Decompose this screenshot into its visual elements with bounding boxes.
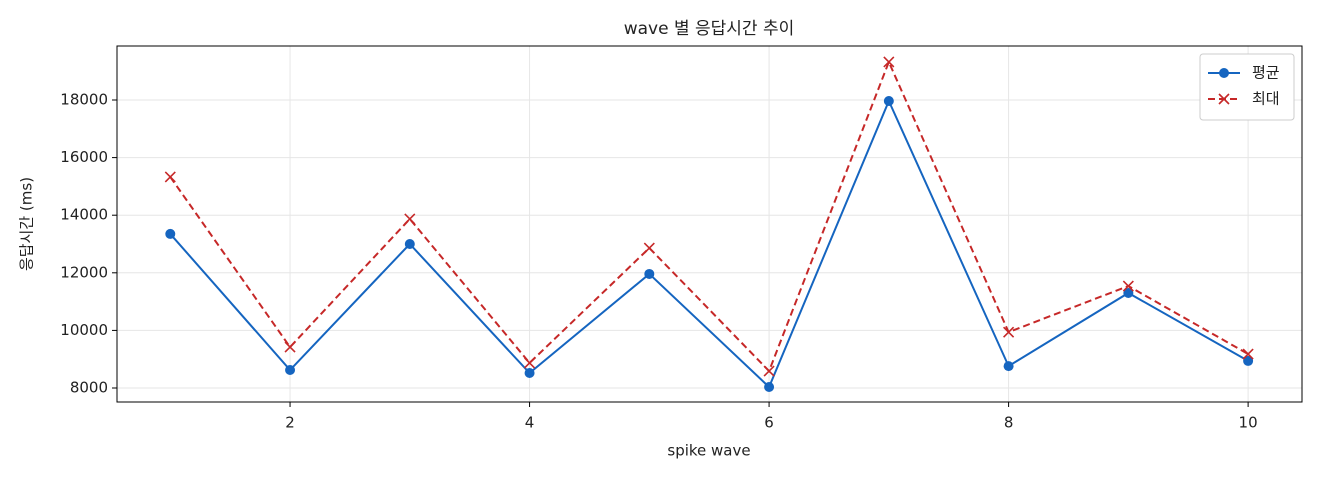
- legend-label: 평균: [1252, 64, 1280, 82]
- marker: [523, 357, 536, 369]
- marker: [1003, 361, 1014, 372]
- marker: [643, 242, 655, 254]
- marker: [1243, 355, 1254, 366]
- y-tick-label: 18000: [60, 91, 108, 109]
- series-line: [169, 59, 1249, 373]
- marker: [1003, 326, 1015, 338]
- marker: [764, 381, 775, 392]
- x-tick-label: 6: [764, 414, 774, 432]
- x-axis-label: spike wave: [667, 442, 750, 460]
- y-tick-label: 14000: [60, 206, 108, 224]
- series-line: [169, 98, 1249, 389]
- marker: [524, 368, 535, 379]
- marker: [285, 365, 296, 376]
- legend-box: [1199, 53, 1295, 121]
- legend-label: 최대: [1252, 90, 1280, 108]
- marker: [404, 213, 416, 225]
- marker: [763, 365, 775, 377]
- y-tick-label: 12000: [60, 263, 108, 281]
- plot-frame: [116, 45, 1303, 403]
- marker: [1123, 287, 1134, 298]
- x-tick-label: 4: [525, 414, 535, 432]
- legend-marker: [1219, 68, 1229, 78]
- marker: [404, 239, 415, 250]
- x-tick-label: 8: [1004, 414, 1014, 432]
- chart-title: wave 별 응답시간 추이: [624, 19, 795, 39]
- marker: [165, 228, 176, 239]
- marker: [164, 171, 176, 183]
- legend-marker: [1218, 93, 1230, 105]
- marker: [644, 268, 655, 279]
- marker: [1122, 280, 1134, 292]
- x-tick-label: 2: [285, 414, 295, 432]
- marker: [883, 96, 894, 107]
- marker: [1242, 348, 1254, 360]
- marker: [883, 56, 895, 68]
- x-tick-label: 10: [1239, 414, 1258, 432]
- marker: [284, 341, 296, 353]
- y-tick-label: 8000: [70, 379, 108, 397]
- y-axis-label: 응답시간 (ms): [18, 177, 36, 271]
- y-tick-label: 16000: [60, 148, 108, 166]
- y-tick-label: 10000: [60, 321, 108, 339]
